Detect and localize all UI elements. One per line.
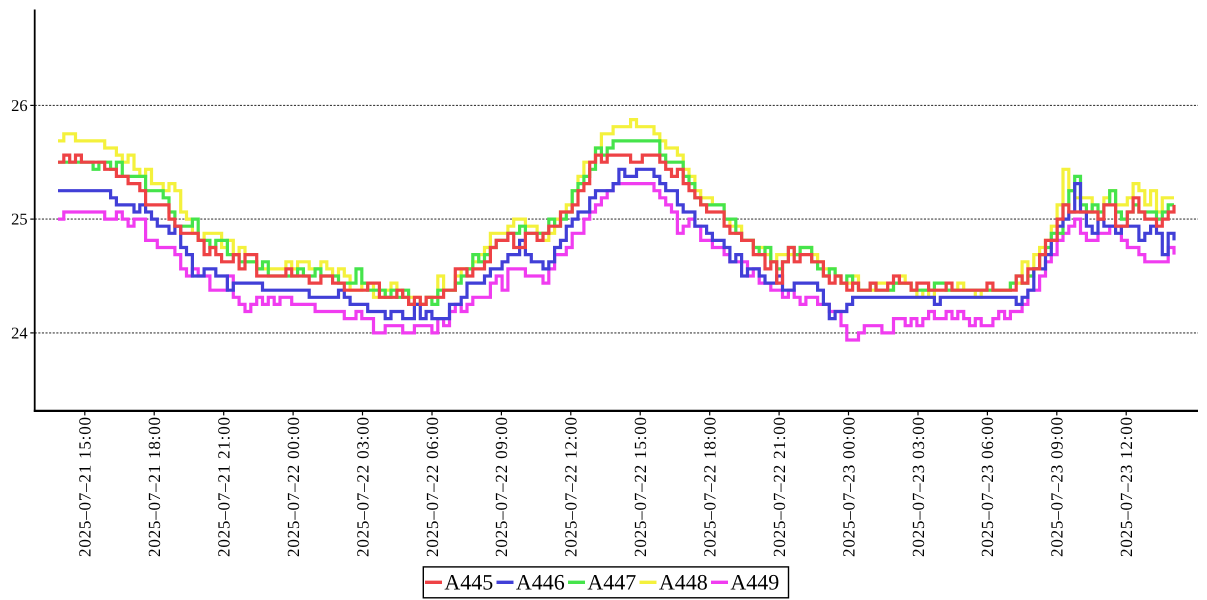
svg-text:A445: A445: [444, 570, 493, 595]
svg-text:2025–07–21 21:00: 2025–07–21 21:00: [215, 416, 234, 557]
svg-text:24: 24: [11, 324, 28, 343]
svg-text:2025–07–22 15:00: 2025–07–22 15:00: [631, 416, 650, 557]
svg-text:2025–07–22 21:00: 2025–07–22 21:00: [770, 416, 789, 557]
svg-text:A447: A447: [587, 570, 636, 595]
svg-text:2025–07–23 09:00: 2025–07–23 09:00: [1048, 416, 1067, 557]
svg-text:2025–07–22 06:00: 2025–07–22 06:00: [423, 416, 442, 557]
svg-text:2025–07–22 03:00: 2025–07–22 03:00: [353, 416, 372, 557]
svg-text:2025–07–23 03:00: 2025–07–23 03:00: [909, 416, 928, 557]
svg-text:2025–07–22 18:00: 2025–07–22 18:00: [701, 416, 720, 557]
svg-text:2025–07–22 09:00: 2025–07–22 09:00: [492, 416, 511, 557]
svg-text:A449: A449: [730, 570, 779, 595]
svg-text:2025–07–23 12:00: 2025–07–23 12:00: [1117, 416, 1136, 557]
svg-text:2025–07–22 00:00: 2025–07–22 00:00: [284, 416, 303, 557]
svg-text:A448: A448: [659, 570, 708, 595]
svg-text:26: 26: [11, 96, 28, 115]
svg-text:2025–07–21 18:00: 2025–07–21 18:00: [145, 416, 164, 557]
svg-text:2025–07–22 12:00: 2025–07–22 12:00: [562, 416, 581, 557]
svg-text:2025–07–21 15:00: 2025–07–21 15:00: [76, 416, 95, 557]
svg-text:25: 25: [11, 210, 28, 229]
svg-text:2025–07–23 06:00: 2025–07–23 06:00: [978, 416, 997, 557]
svg-text:2025–07–23 00:00: 2025–07–23 00:00: [839, 416, 858, 557]
svg-text:A446: A446: [516, 570, 565, 595]
